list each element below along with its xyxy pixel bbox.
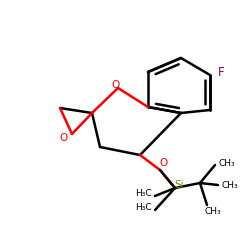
Text: CH₃: CH₃ <box>205 208 221 216</box>
Text: O: O <box>60 133 68 143</box>
Text: O: O <box>111 80 119 90</box>
Text: CH₃: CH₃ <box>219 158 235 168</box>
Text: CH₃: CH₃ <box>222 180 238 190</box>
Text: Si: Si <box>174 180 184 190</box>
Text: H₃C: H₃C <box>135 204 151 212</box>
Text: H₃C: H₃C <box>135 190 151 198</box>
Text: O: O <box>159 158 167 168</box>
Text: F: F <box>218 66 224 78</box>
